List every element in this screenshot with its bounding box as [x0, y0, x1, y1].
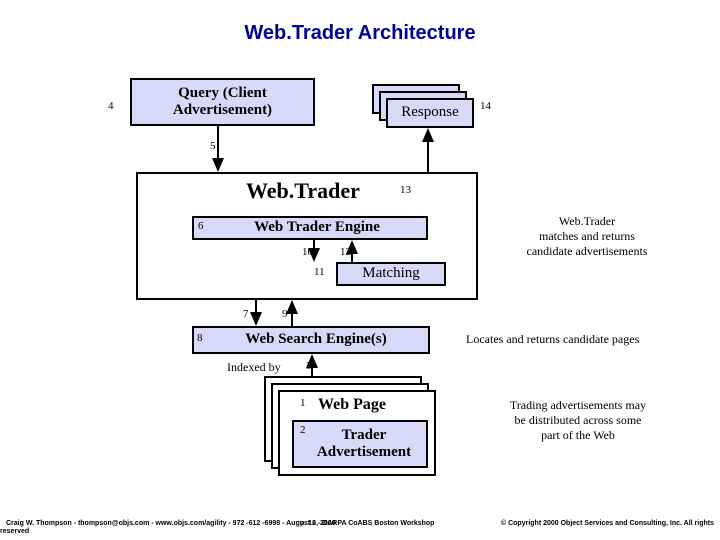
- query-label: Query (Client Advertisement): [173, 85, 272, 120]
- num-6: 6: [198, 220, 204, 232]
- footer-center: p. 12 - DARPA CoABS Boston Workshop: [300, 520, 434, 527]
- num-8: 8: [197, 332, 203, 344]
- trader-ad-label: Trader Advertisement: [309, 427, 411, 462]
- num-5: 5: [210, 140, 216, 152]
- webpage-title: Web Page: [318, 396, 386, 414]
- num-13: 13: [400, 184, 411, 196]
- num-7: 7: [243, 308, 249, 320]
- indexed-by-label: Indexed by: [227, 360, 281, 375]
- search-label: Web Search Engine(s): [235, 331, 386, 348]
- num-9: 9: [282, 308, 288, 320]
- num-14: 14: [480, 100, 491, 112]
- webtrader-title: Web.Trader: [246, 178, 360, 204]
- annotation-search: Locates and returns candidate pages: [466, 332, 706, 347]
- footer-reserved: reserved: [0, 528, 29, 535]
- matching-box: Matching: [336, 262, 446, 286]
- footer-left: Craig W. Thompson - thompson@objs.com - …: [6, 520, 336, 527]
- footer-right: © Copyright 2000 Object Services and Con…: [501, 520, 714, 527]
- engine-label: Web Trader Engine: [240, 219, 380, 236]
- engine-box: Web Trader Engine: [192, 216, 428, 240]
- num-4: 4: [108, 100, 114, 112]
- num-3: 3: [306, 360, 312, 372]
- response-label: Response: [401, 104, 459, 121]
- num-2: 2: [300, 424, 306, 436]
- response-box: Response: [386, 98, 474, 128]
- matching-label: Matching: [362, 265, 420, 282]
- slide-title: Web.Trader Architecture: [0, 22, 720, 45]
- query-box: Query (Client Advertisement): [130, 78, 315, 126]
- num-10: 10: [302, 246, 313, 258]
- search-box: Web Search Engine(s): [192, 326, 430, 354]
- num-11: 11: [314, 266, 325, 278]
- trader-ad-box: Trader Advertisement: [292, 420, 428, 468]
- annotation-webtrader: Web.Trader matches and returns candidate…: [502, 214, 672, 259]
- num-1: 1: [300, 397, 306, 409]
- annotation-distributed: Trading advertisements may be distribute…: [478, 398, 678, 443]
- num-12: 12: [340, 246, 351, 258]
